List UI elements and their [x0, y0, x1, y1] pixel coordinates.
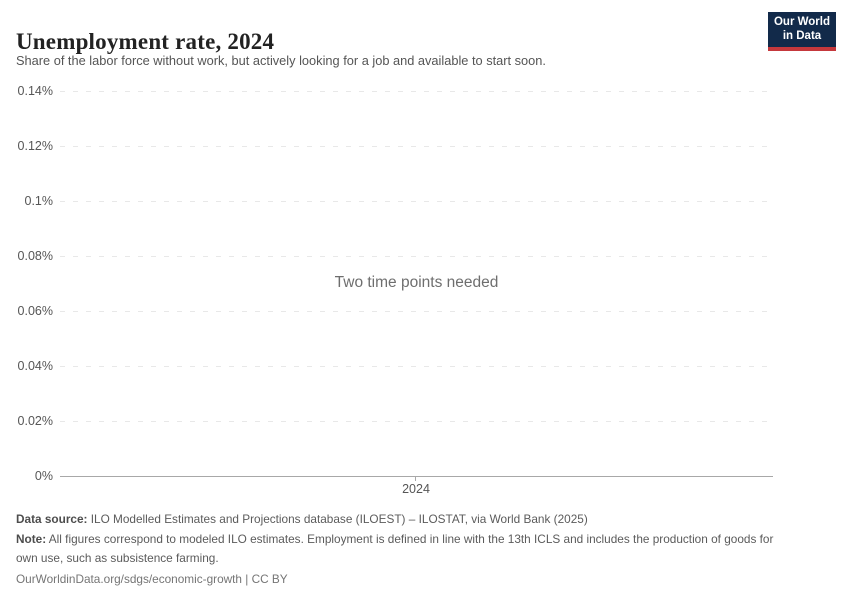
- y-tick-label: 0.08%: [17, 249, 53, 263]
- y-gridline: [60, 256, 773, 257]
- note-label: Note:: [16, 532, 47, 546]
- chart-subtitle: Share of the labor force without work, b…: [16, 53, 546, 68]
- owid-logo-line2: in Data: [782, 29, 822, 42]
- data-source-text: ILO Modelled Estimates and Projections d…: [87, 512, 588, 526]
- y-tick-label: 0%: [34, 469, 53, 483]
- y-gridline: [60, 311, 773, 312]
- y-gridline: [60, 146, 773, 147]
- y-tick-label: 0.06%: [17, 304, 53, 318]
- owid-logo-line1: Our World: [773, 16, 830, 28]
- x-axis-tick: [415, 477, 416, 481]
- no-data-message: Two time points needed: [334, 274, 499, 291]
- y-tick-label: 0.14%: [17, 84, 53, 98]
- citation-link[interactable]: OurWorldinData.org/sdgs/economic-growth …: [16, 572, 288, 586]
- y-gridline: [60, 91, 773, 92]
- y-tick-label: 0.02%: [17, 414, 53, 428]
- x-axis-line: [60, 476, 773, 477]
- y-gridline: [60, 421, 773, 422]
- y-gridline: [60, 201, 773, 202]
- y-tick-label: 0.12%: [17, 139, 53, 153]
- note-text: All figures correspond to modeled ILO es…: [16, 532, 774, 565]
- page-title: Unemployment rate, 2024: [16, 29, 275, 55]
- data-source-label: Data source:: [16, 512, 88, 526]
- chart-footer: Data source: ILO Modelled Estimates and …: [16, 510, 794, 589]
- y-gridline: [60, 366, 773, 367]
- note-line: Note: All figures correspond to modeled …: [16, 530, 794, 568]
- owid-logo[interactable]: Our World in Data: [768, 12, 836, 51]
- x-tick-label: 2024: [402, 482, 430, 496]
- data-source-line: Data source: ILO Modelled Estimates and …: [16, 510, 794, 529]
- y-tick-label: 0.1%: [24, 194, 54, 208]
- y-tick-label: 0.04%: [17, 359, 53, 373]
